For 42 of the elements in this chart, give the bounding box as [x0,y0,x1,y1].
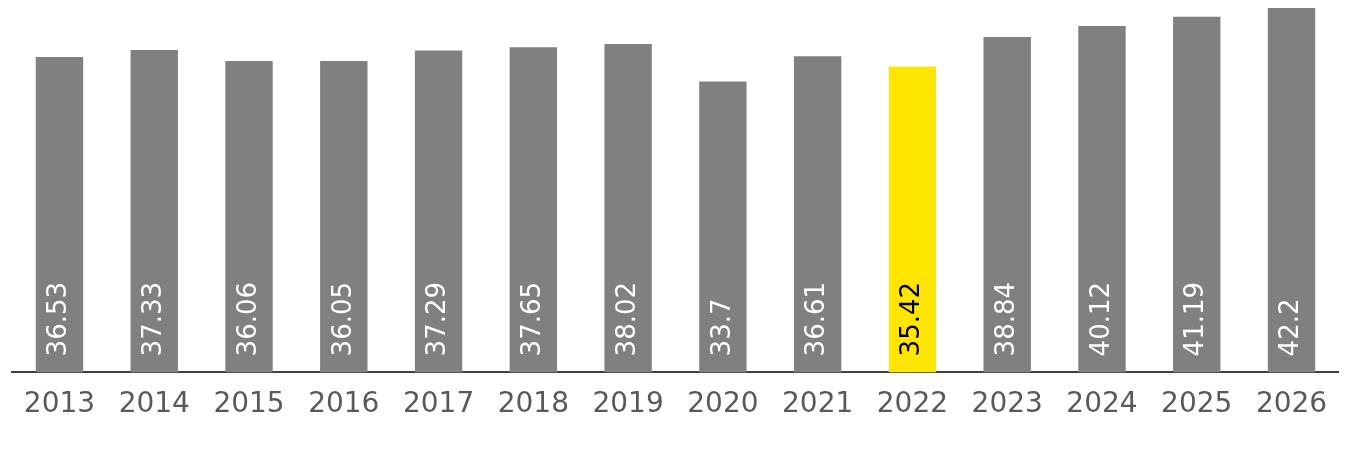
data-label: 37.33 [137,281,167,357]
data-label: 36.61 [800,281,831,357]
bar [414,50,463,373]
data-label: 37.65 [516,281,547,357]
bar [509,47,558,373]
bar [225,61,273,373]
bar [1267,8,1316,373]
bar [983,37,1031,373]
bar [1078,25,1126,373]
data-label: 36.53 [42,281,73,357]
data-label: 36.06 [231,281,262,357]
x-tick-label: 2021 [782,386,854,420]
x-tick-label: 2020 [687,386,759,420]
bar [1173,16,1221,373]
bar [130,50,178,373]
bar [699,81,747,373]
x-tick-label: 2016 [308,386,380,420]
x-tick-label: 2013 [23,386,96,420]
x-tick-label: 2019 [592,386,664,420]
x-tick-label: 2014 [118,386,190,420]
x-tick-label: 2018 [497,386,569,420]
x-tick-label: 2017 [402,386,475,420]
data-label: 38.02 [610,281,641,357]
data-label: 42.2 [1274,298,1305,357]
data-label: 35.42 [895,281,926,357]
bar [35,56,84,373]
x-tick-label: 2024 [1066,386,1138,420]
bar [604,44,652,373]
data-label: 33.7 [705,298,736,357]
data-label: 38.84 [989,281,1020,357]
x-tick-label: 2015 [213,386,285,420]
bar [888,66,937,373]
bar [793,56,842,373]
bar [320,61,368,373]
data-label: 37.29 [421,281,452,357]
x-tick-label: 2022 [876,386,949,420]
data-label: 36.05 [326,281,357,357]
x-tick-label: 2025 [1161,386,1233,420]
data-label: 41.19 [1179,281,1210,357]
x-tick-label: 2026 [1255,386,1328,420]
data-label: 40.12 [1084,281,1115,357]
x-tick-label: 2023 [971,386,1043,420]
